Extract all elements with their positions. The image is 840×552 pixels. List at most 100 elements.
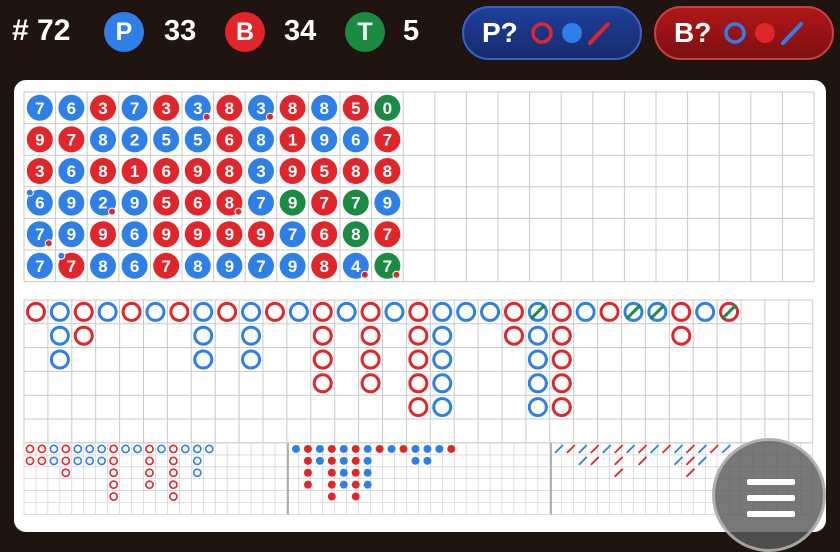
bead-label: 7 <box>67 130 76 149</box>
bead-label: 6 <box>35 194 44 213</box>
bead-label: 1 <box>130 162 139 181</box>
small-road-mark <box>364 481 372 489</box>
big-eye-mark <box>62 457 69 464</box>
bead-label: 3 <box>193 99 202 118</box>
banker-prediction-icons <box>721 18 811 48</box>
bead-label: 9 <box>383 194 392 213</box>
bead-label: 7 <box>383 225 392 244</box>
pair-dot <box>393 271 400 278</box>
big-eye-mark <box>98 457 105 464</box>
big-road-mark <box>410 303 427 320</box>
big-eye-mark <box>122 445 129 452</box>
big-road-mark <box>458 303 475 320</box>
small-road-mark <box>352 445 360 453</box>
small-road-mark <box>328 457 336 465</box>
player-badge: P <box>104 12 144 52</box>
big-eye-mark <box>170 481 177 488</box>
pair-dot <box>203 113 210 120</box>
small-road-mark <box>423 445 431 453</box>
small-road-mark <box>340 457 348 465</box>
big-road-mark <box>314 375 331 392</box>
bead-label: 5 <box>193 130 202 149</box>
tie-slash <box>722 305 736 319</box>
big-road-mark <box>697 303 714 320</box>
small-road-mark <box>304 457 312 465</box>
tie-slash <box>626 305 640 319</box>
big-eye-mark <box>74 445 81 452</box>
bead-label: 7 <box>67 257 76 276</box>
big-eye-mark <box>146 445 153 452</box>
bead-label: 1 <box>288 130 297 149</box>
small-road-mark <box>340 445 348 453</box>
bead-label: 7 <box>383 130 392 149</box>
small-road-mark <box>328 445 336 453</box>
bead-label: 3 <box>256 162 265 181</box>
banker-prediction-button[interactable]: B? <box>654 6 834 60</box>
big-road-mark <box>362 327 379 344</box>
bead-label: 3 <box>35 162 44 181</box>
big-road-mark <box>51 351 68 368</box>
bead-label: 7 <box>35 257 44 276</box>
big-eye-mark <box>146 481 153 488</box>
bead-label: 9 <box>35 130 44 149</box>
menu-button[interactable] <box>712 438 826 552</box>
big-road-mark <box>51 303 68 320</box>
big-eye-mark <box>110 493 117 500</box>
big-eye-mark <box>62 445 69 452</box>
big-road-mark <box>410 399 427 416</box>
cockroach-icon <box>590 24 608 43</box>
small-road-mark <box>352 457 360 465</box>
bead-label: 7 <box>35 99 44 118</box>
small-road-mark <box>423 457 431 465</box>
bead-label: 8 <box>319 99 328 118</box>
big-eye-mark <box>194 457 201 464</box>
bead-label: 9 <box>256 225 265 244</box>
big-road-mark <box>243 303 260 320</box>
small-road-mark <box>411 457 419 465</box>
big-eye-mark <box>74 457 81 464</box>
big-eye-mark <box>194 469 201 476</box>
big-road-mark <box>505 303 522 320</box>
road-maps: 7936776769973882987219663565973596988688… <box>14 80 826 532</box>
big-road-mark <box>51 327 68 344</box>
small-road-mark <box>376 445 384 453</box>
big-road-mark <box>75 327 92 344</box>
big-road-mark <box>75 303 92 320</box>
big-road-mark <box>171 303 188 320</box>
bead-label: 6 <box>130 257 139 276</box>
bead-label: 8 <box>225 99 234 118</box>
big-road-mark <box>243 327 260 344</box>
pair-dot <box>235 208 242 215</box>
bead-label: 8 <box>225 194 234 213</box>
tie-slash <box>650 305 664 319</box>
big-road-mark <box>123 303 140 320</box>
bead-label: 7 <box>288 225 297 244</box>
big-road-mark <box>529 327 546 344</box>
big-eye-mark <box>146 457 153 464</box>
big-eye-mark <box>62 469 69 476</box>
big-eye-mark <box>50 445 57 452</box>
big-eye-mark <box>206 445 213 452</box>
bead-label: 7 <box>256 194 265 213</box>
bead-label: 8 <box>351 162 360 181</box>
small-road-mark <box>328 469 336 477</box>
bead-label: 9 <box>161 225 170 244</box>
bead-label: 7 <box>161 257 170 276</box>
pair-dot <box>109 208 116 215</box>
small-road-mark <box>340 469 348 477</box>
big-road-mark <box>482 303 499 320</box>
pair-dot <box>267 113 274 120</box>
small-road-mark <box>304 469 312 477</box>
big-road-mark <box>434 375 451 392</box>
big-road-mark <box>410 327 427 344</box>
big-eye-mark <box>110 481 117 488</box>
big-road-mark <box>673 327 690 344</box>
player-prediction-button[interactable]: P? <box>462 6 642 60</box>
big-road-mark <box>434 303 451 320</box>
big-road-mark <box>434 351 451 368</box>
bead-label: 8 <box>98 162 107 181</box>
small-road-mark <box>328 493 336 501</box>
bead-label: 9 <box>67 225 76 244</box>
tie-badge: T <box>345 12 385 52</box>
bead-label: 9 <box>67 194 76 213</box>
